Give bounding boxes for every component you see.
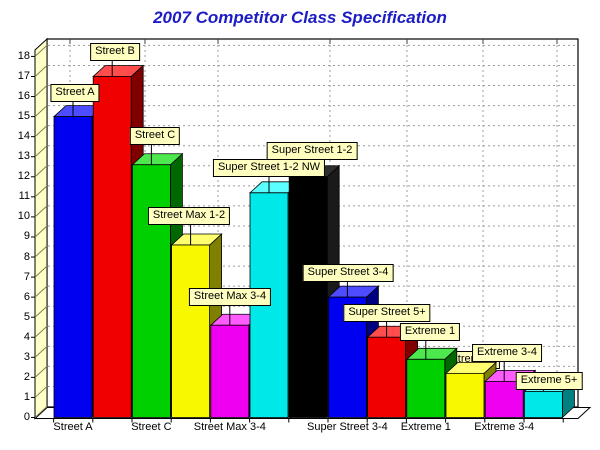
callout-label-super-street-3-4[interactable]: Super Street 3-4 [302, 264, 394, 282]
y-axis-hatch [34, 366, 48, 378]
y-axis-hatch [34, 386, 48, 398]
y-axis-label-4: 4 [23, 330, 30, 343]
y-axis-label-5: 5 [23, 310, 30, 323]
x-axis-label-street-c: Street C [131, 421, 172, 433]
callout-label-street-max-1-2[interactable]: Street Max 1-2 [147, 207, 231, 225]
y-axis-label-12: 12 [17, 170, 30, 183]
y-axis-label-13: 13 [17, 150, 30, 163]
y-axis-hatch [34, 165, 48, 178]
y-axis-hatch [34, 145, 48, 158]
y-axis-hatch [34, 225, 48, 238]
y-axis-label-16: 16 [17, 90, 30, 103]
callout-label-super-street-1-2-nw[interactable]: Super Street 1-2 NW [212, 159, 326, 177]
x-axis-label-super-street-3-4: Super Street 3-4 [307, 421, 388, 433]
callout-label-street-c[interactable]: Street C [129, 127, 181, 145]
y-axis-hatch [34, 45, 48, 57]
y-axis-hatch [34, 245, 48, 258]
bar-front-face [367, 336, 407, 418]
y-axis-label-8: 8 [23, 250, 30, 263]
callout-label-extreme-1[interactable]: Extreme 1 [399, 323, 461, 341]
y-axis-hatch [34, 105, 48, 117]
bar-front-face [131, 164, 171, 418]
y-axis-label-0: 0 [23, 411, 30, 423]
y-axis-hatch [34, 406, 48, 418]
y-axis-hatch [34, 265, 48, 278]
y-axis-label-17: 17 [17, 69, 30, 82]
y-axis-hatch [34, 65, 48, 77]
y-axis-hatch [34, 85, 48, 97]
y-axis-label-14: 14 [17, 130, 30, 143]
callout-label-super-street-5[interactable]: Super Street 5+ [343, 304, 431, 322]
y-axis-label-18: 18 [17, 49, 30, 62]
y-axis-hatch [34, 185, 48, 198]
bar-front-face [524, 391, 563, 418]
y-axis-label-10: 10 [17, 210, 30, 223]
callout-label-extreme-5[interactable]: Extreme 5+ [515, 372, 583, 390]
y-axis-label-1: 1 [23, 390, 30, 403]
x-axis-label-street-a: Street A [53, 421, 93, 433]
x-axis-label-extreme-3-4: Extreme 3-4 [474, 421, 535, 433]
y-axis-hatch [34, 345, 48, 358]
y-axis-label-11: 11 [18, 190, 30, 203]
bar-front-face [445, 372, 485, 418]
bar-front-face [210, 324, 250, 418]
y-axis-label-3: 3 [23, 350, 30, 363]
y-axis-label-6: 6 [23, 290, 30, 303]
y-axis-label-7: 7 [23, 270, 30, 283]
y-axis-hatch [34, 305, 48, 318]
y-axis-hatch [34, 325, 48, 338]
bar-front-face [288, 176, 328, 418]
y-axis-hatch [34, 285, 48, 298]
callout-label-extreme-3-4[interactable]: Extreme 3-4 [472, 344, 542, 362]
y-axis-hatch [34, 125, 48, 138]
y-axis-label-9: 9 [23, 230, 30, 243]
y-axis-hatch [34, 205, 48, 218]
callout-label-street-max-3-4[interactable]: Street Max 3-4 [188, 288, 272, 306]
y-axis-label-2: 2 [23, 370, 30, 383]
bar-front-face [171, 244, 211, 418]
callout-label-street-b[interactable]: Street B [90, 43, 140, 61]
x-axis-label-street-max-3-4: Street Max 3-4 [193, 421, 266, 433]
y-axis-label-15: 15 [17, 110, 30, 123]
x-axis-label-extreme-1: Extreme 1 [400, 421, 451, 433]
callout-label-super-street-1-2[interactable]: Super Street 1-2 [266, 142, 358, 160]
bar-front-face [406, 358, 446, 418]
chart-title: 2007 Competitor Class Specification [153, 8, 447, 27]
callout-label-street-a[interactable]: Street A [50, 84, 100, 102]
